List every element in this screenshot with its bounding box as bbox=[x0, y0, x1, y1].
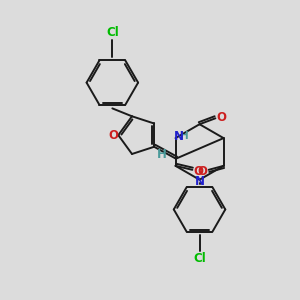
Text: Cl: Cl bbox=[193, 252, 206, 265]
Text: O: O bbox=[216, 111, 226, 124]
Text: N: N bbox=[194, 175, 205, 188]
Text: O: O bbox=[108, 129, 118, 142]
Text: Cl: Cl bbox=[106, 26, 119, 39]
Text: N: N bbox=[173, 130, 184, 142]
Text: H: H bbox=[180, 131, 189, 141]
Text: H: H bbox=[157, 148, 167, 161]
Text: O: O bbox=[193, 165, 203, 178]
Text: O: O bbox=[198, 165, 208, 178]
